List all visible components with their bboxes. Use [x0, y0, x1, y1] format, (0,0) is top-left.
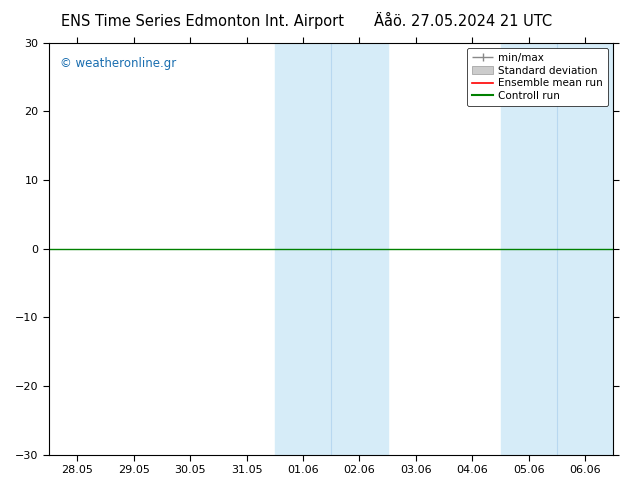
- Text: Äåö. 27.05.2024 21 UTC: Äåö. 27.05.2024 21 UTC: [374, 14, 552, 29]
- Text: ENS Time Series Edmonton Int. Airport: ENS Time Series Edmonton Int. Airport: [61, 14, 344, 29]
- Legend: min/max, Standard deviation, Ensemble mean run, Controll run: min/max, Standard deviation, Ensemble me…: [467, 48, 608, 106]
- Text: © weatheronline.gr: © weatheronline.gr: [60, 57, 176, 70]
- Bar: [500, 43, 614, 455]
- Bar: [275, 43, 387, 455]
